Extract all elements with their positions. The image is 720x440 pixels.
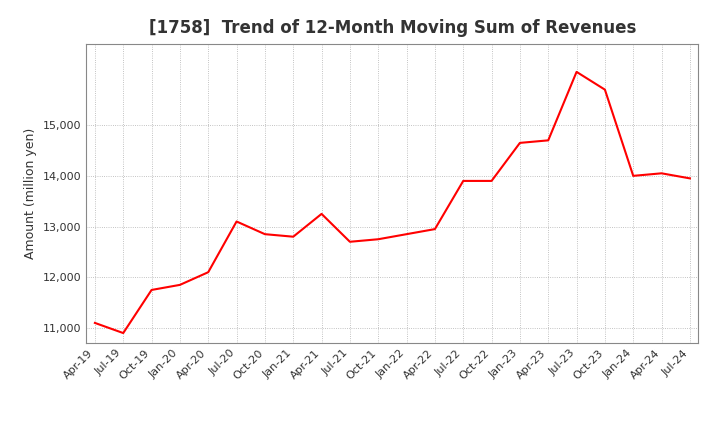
Title: [1758]  Trend of 12-Month Moving Sum of Revenues: [1758] Trend of 12-Month Moving Sum of R…: [149, 19, 636, 37]
Y-axis label: Amount (million yen): Amount (million yen): [24, 128, 37, 259]
